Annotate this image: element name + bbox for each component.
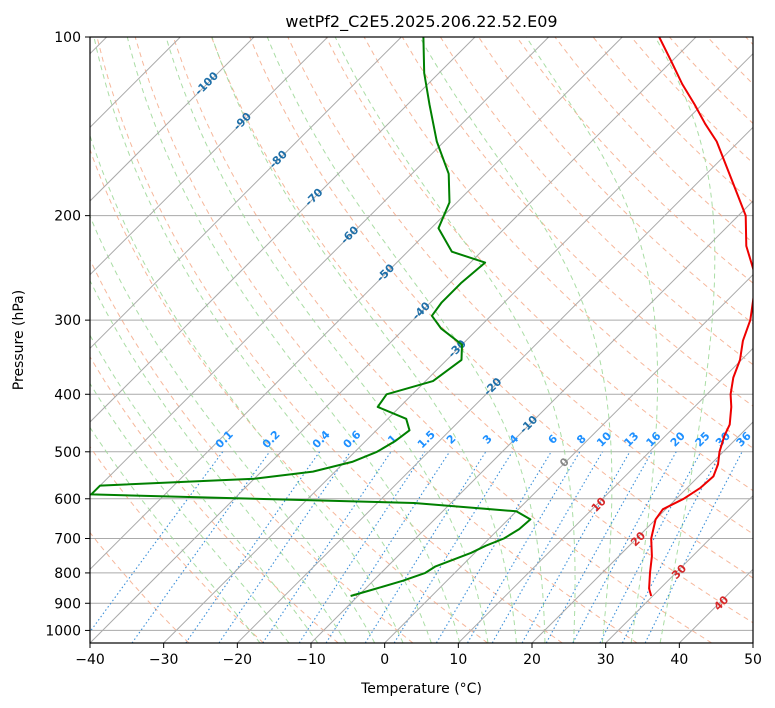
- background-lines: [90, 37, 753, 643]
- x-tick-label: 20: [523, 652, 541, 668]
- y-tick-label: 800: [54, 566, 81, 582]
- isotherm-line: [236, 126, 753, 643]
- x-tick-label: 30: [597, 652, 615, 668]
- isotherm-line: [90, 37, 697, 643]
- dry-adiabat-line: [96, 37, 563, 643]
- x-axis-ticks: −40 −30 −20 −10 0 10 20 30 40 50: [75, 643, 762, 668]
- isotherm-line: [90, 37, 550, 497]
- y-axis-label: Pressure (hPa): [11, 290, 27, 390]
- temperature-profile: [648, 37, 753, 597]
- mixing-ratio-line: [131, 451, 271, 643]
- x-tick-label: −20: [223, 652, 253, 668]
- y-tick-label: 900: [54, 596, 81, 612]
- dry-adiabat-line: [90, 355, 339, 643]
- isotherm-line: [457, 347, 753, 643]
- mixing-ratio-line: [298, 451, 426, 643]
- moist-adiabat-line: [90, 334, 319, 643]
- dry-adiabat-line: [401, 37, 753, 407]
- y-tick-label: 700: [54, 532, 81, 548]
- mixing-ratio-line: [90, 451, 224, 633]
- x-tick-label: 10: [449, 652, 467, 668]
- mixing-ratio-line: [364, 451, 487, 643]
- isotherm-line: [90, 37, 329, 276]
- mixing-ratio-line: [599, 451, 702, 643]
- dry-adiabat-line: [439, 37, 753, 366]
- mixing-ratio-line: [545, 451, 653, 643]
- mixing-ratio-line: [218, 451, 351, 643]
- moist-adiabat-line: [334, 37, 576, 643]
- moist-adiabat-line: [126, 37, 461, 643]
- isotherm-line: [90, 37, 402, 350]
- mixing-ratio-line: [521, 451, 631, 643]
- x-tick-label: 40: [670, 652, 688, 668]
- mixing-ratio-line: [572, 451, 677, 643]
- x-tick-label: −10: [296, 652, 326, 668]
- dry-adiabat-line: [90, 531, 190, 643]
- y-tick-label: 500: [54, 445, 81, 461]
- mixing-ratio-line: [185, 451, 321, 643]
- x-tick-label: −40: [75, 652, 105, 668]
- isotherm-line: [605, 494, 753, 643]
- moist-adiabat-line: [419, 37, 613, 643]
- dry-adiabat-line: [211, 37, 753, 624]
- y-tick-label: 600: [54, 492, 81, 508]
- dry-adiabat-line: [249, 37, 753, 579]
- x-axis-label: Temperature (°C): [360, 681, 482, 697]
- moist-adiabat-line: [525, 37, 659, 643]
- moist-adiabat-line: [90, 426, 261, 643]
- y-axis-ticks: 100 200 300 400 500 600 700 800 900 1000: [45, 30, 90, 639]
- isotherm-line: [90, 37, 476, 423]
- chart-title: wetPf2_C2E5.2025.206.22.52.E09: [285, 12, 557, 32]
- moist-adiabat-line: [90, 279, 347, 643]
- moist-adiabat-line: [211, 37, 517, 643]
- x-tick-label: 0: [380, 652, 389, 668]
- isotherm-line: [163, 52, 753, 643]
- dry-adiabat-line: [90, 148, 488, 643]
- moist-adiabat-line: [90, 215, 376, 643]
- profile-lines: [90, 37, 753, 597]
- isotherm-line: [310, 200, 753, 643]
- dry-adiabat-line: [516, 37, 753, 284]
- moist-adiabat-line: [93, 37, 432, 643]
- mixing-ratio-line: [325, 451, 451, 643]
- x-tick-label: 50: [744, 652, 762, 668]
- mixing-ratio-line: [435, 451, 552, 643]
- moist-adiabat-line: [90, 382, 290, 643]
- moist-adiabat-line: [90, 134, 404, 643]
- isotherm-line: [384, 273, 753, 643]
- mixing-ratio-line: [262, 451, 392, 643]
- mixing-ratio-line: [644, 451, 743, 643]
- dewpoint-profile: [90, 37, 532, 597]
- y-tick-label: 400: [54, 387, 81, 403]
- y-tick-label: 300: [54, 313, 81, 329]
- x-tick-label: −30: [149, 652, 179, 668]
- y-tick-label: 1000: [45, 623, 81, 639]
- dry-adiabat-line: [90, 445, 264, 643]
- y-tick-label: 200: [54, 209, 81, 225]
- plot-frame: [89, 36, 754, 644]
- isotherm-line: [90, 37, 255, 202]
- y-tick-label: 100: [54, 30, 81, 46]
- isotherm-line: [531, 421, 753, 643]
- dry-adiabat-line: [172, 37, 712, 643]
- isotherm-line: [90, 37, 623, 571]
